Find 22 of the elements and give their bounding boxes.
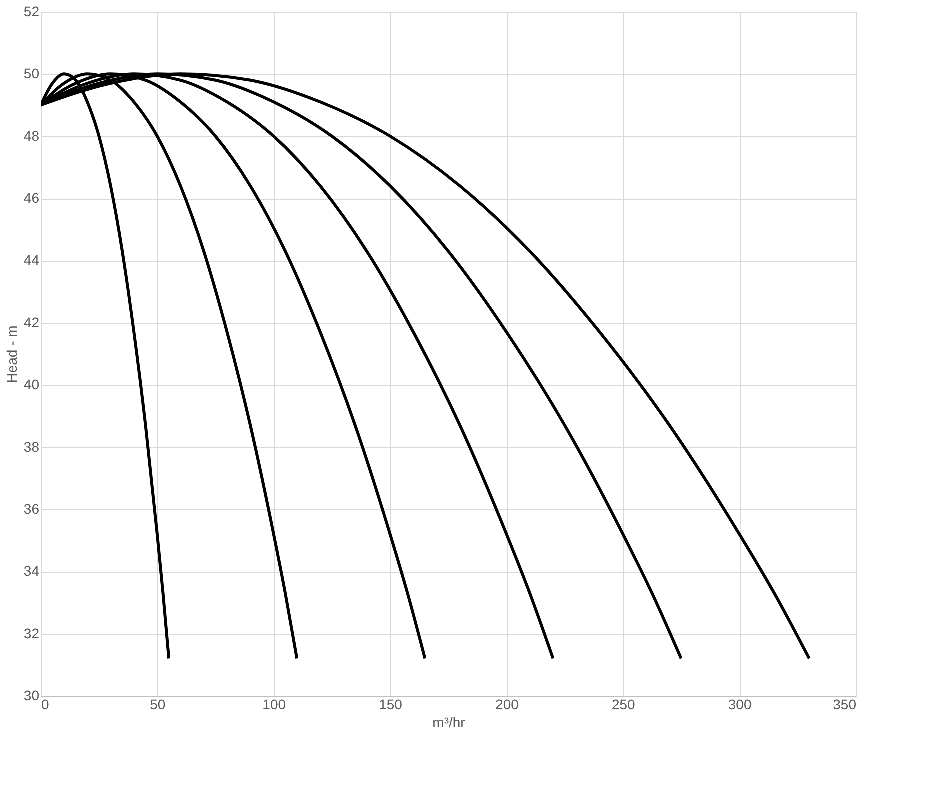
y-tick-label: 30 bbox=[24, 688, 40, 704]
x-tick-label: 50 bbox=[150, 696, 166, 712]
x-tick-label: 300 bbox=[728, 696, 752, 712]
y-tick-label: 50 bbox=[24, 66, 40, 82]
y-tick-label: 32 bbox=[24, 625, 40, 642]
y-axis-title: Head - m bbox=[4, 326, 20, 384]
y-tick-label: 52 bbox=[24, 4, 40, 20]
x-tick-label: 200 bbox=[496, 696, 520, 712]
x-tick-label: 100 bbox=[262, 696, 286, 712]
y-tick-label: 34 bbox=[24, 563, 40, 580]
x-tick-label: 0 bbox=[42, 696, 50, 712]
x-tick-label: 350 bbox=[833, 696, 857, 712]
y-tick-label: 46 bbox=[24, 190, 40, 206]
y-tick-label: 44 bbox=[24, 252, 40, 268]
y-tick-label: 42 bbox=[24, 314, 40, 330]
y-tick-label: 48 bbox=[24, 128, 40, 144]
y-tick-label: 38 bbox=[24, 438, 40, 455]
x-axis-title: m³/hr bbox=[432, 714, 466, 730]
y-tick-label: 40 bbox=[24, 376, 40, 393]
x-tick-label: 250 bbox=[612, 696, 636, 712]
y-tick-label: 36 bbox=[24, 500, 40, 517]
x-tick-label: 150 bbox=[379, 696, 403, 712]
